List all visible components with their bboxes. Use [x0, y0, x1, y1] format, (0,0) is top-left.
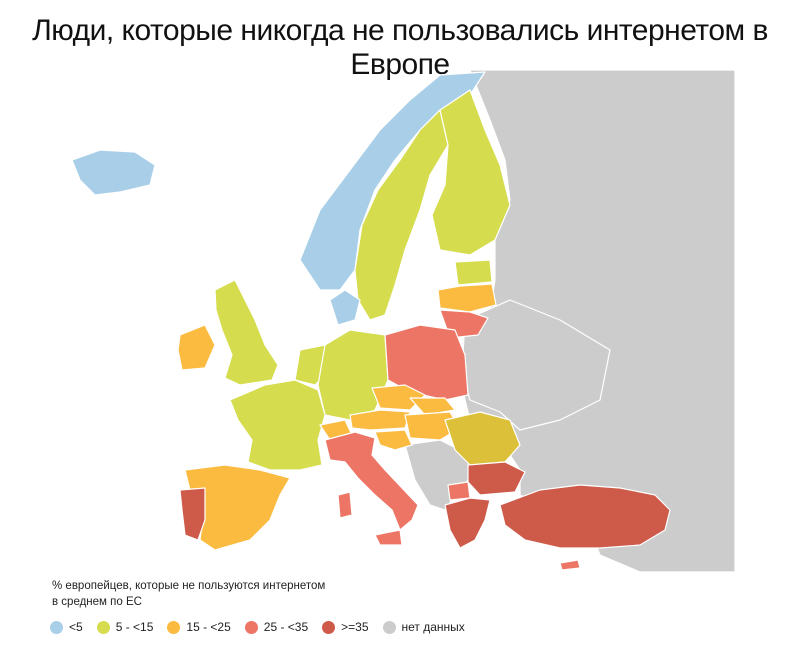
country-uk [214, 279, 279, 386]
legend-item-5-15: 5 - <15 [96, 620, 154, 634]
country-sicily [374, 529, 403, 546]
legend: <5 5 - <15 15 - <25 25 - <35 >=35 нет да… [50, 620, 479, 634]
country-france [229, 379, 326, 471]
country-bulgaria [467, 461, 526, 496]
legend-caption-line1: % европейцев, которые не пользуются инте… [52, 580, 326, 592]
country-finland [431, 89, 511, 256]
country-austria [349, 409, 411, 431]
legend-swatch [382, 620, 396, 634]
country-turkey [499, 484, 671, 549]
legend-label: 25 - <35 [263, 620, 309, 634]
legend-caption: % европейцев, которые не пользуются инте… [52, 578, 325, 610]
country-poland [384, 324, 469, 401]
legend-item-25-35: 25 - <35 [244, 620, 309, 634]
legend-swatch [322, 620, 336, 634]
legend-label: >=35 [341, 620, 369, 634]
legend-label: <5 [69, 620, 83, 634]
legend-swatch [50, 620, 63, 634]
legend-swatch [167, 620, 181, 634]
country-greece [444, 497, 491, 549]
country-portugal [179, 487, 206, 541]
country-iceland [71, 149, 156, 196]
legend-item-lt5: <5 [50, 620, 83, 634]
country-denmark [329, 289, 361, 326]
country-latvia [437, 283, 497, 313]
country-ireland [177, 324, 216, 371]
country-sardinia [337, 491, 353, 519]
legend-caption-line2: в среднем по ЕС [52, 596, 142, 608]
country-italy [324, 431, 419, 531]
europe-map [71, 69, 736, 573]
legend-item-15-25: 15 - <25 [167, 620, 231, 634]
country-estonia [454, 259, 493, 286]
legend-label: 15 - <25 [186, 620, 231, 634]
legend-label: нет данных [401, 620, 465, 634]
country-sweden [354, 109, 449, 321]
legend-swatch [244, 620, 258, 634]
country-croatia [374, 429, 413, 451]
country-germany [317, 329, 389, 421]
legend-label: 5 - <15 [115, 620, 154, 634]
country-romania [444, 411, 521, 466]
country-macedonia [447, 481, 471, 501]
legend-item-nodata: нет данных [382, 620, 465, 634]
country-slovakia [409, 397, 456, 416]
legend-swatch [96, 620, 110, 634]
country-cyprus [559, 559, 581, 571]
map-title: Люди, которые никогда не пользовались ин… [32, 14, 768, 81]
legend-item-gte35: >=35 [322, 620, 369, 634]
